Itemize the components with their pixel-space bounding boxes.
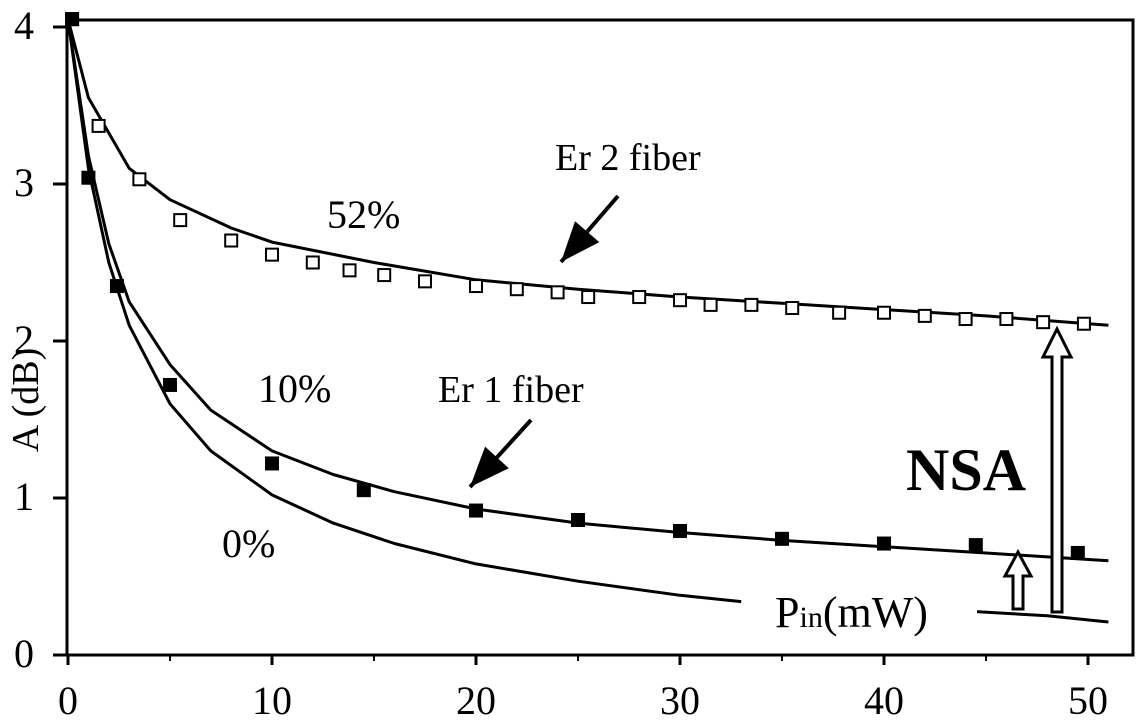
x-tick-label: 50 — [1068, 678, 1108, 723]
x-axis-label-main: P — [775, 588, 799, 637]
data-point-er2 — [377, 268, 392, 283]
xlabel-backing — [752, 588, 977, 638]
data-point-er2 — [550, 285, 565, 300]
data-point-er1 — [877, 536, 891, 551]
data-point-er2 — [632, 290, 647, 305]
curve-label-10: 10% — [258, 366, 331, 411]
data-point-er2 — [877, 305, 891, 320]
data-point-er2 — [785, 301, 800, 316]
data-point-er2 — [958, 312, 973, 327]
data-point-er2 — [173, 213, 188, 228]
data-point-er2 — [744, 297, 759, 312]
y-tick-label: 3 — [14, 160, 34, 205]
y-axis-label: A (dB) — [5, 348, 47, 453]
data-point-er2 — [673, 293, 687, 308]
data-point-er2 — [581, 290, 596, 305]
data-point-er2 — [509, 282, 524, 297]
er2-pointer-arrow-head — [561, 221, 600, 262]
y-tick-label: 2 — [14, 317, 34, 362]
data-point-er1 — [65, 12, 80, 27]
x-axis-label-unit: (mW) — [823, 588, 928, 637]
y-tick-label: 1 — [14, 474, 34, 519]
data-point-er1 — [469, 503, 483, 518]
data-point-er2 — [305, 255, 320, 270]
data-point-er2 — [265, 247, 279, 262]
data-point-er2 — [832, 305, 847, 320]
curve-label-0: 0% — [222, 521, 275, 566]
nsa-arrow-large — [1040, 325, 1074, 614]
model-curve — [965, 609, 1109, 624]
data-point-er2 — [132, 172, 147, 187]
plot-frame — [53, 18, 1135, 665]
x-axis-label: Pin(mW) — [775, 588, 928, 637]
data-point-er1 — [265, 456, 279, 471]
data-point-er2 — [91, 118, 106, 133]
data-point-er1 — [673, 523, 687, 538]
annotation-arrows — [468, 194, 1074, 614]
data-point-er1 — [571, 512, 585, 527]
data-point-er1 — [968, 538, 983, 553]
data-point-er2 — [342, 263, 357, 278]
data-point-er1 — [81, 170, 96, 185]
x-tick-label: 40 — [864, 678, 904, 723]
plot-border — [65, 18, 1135, 657]
model-curve — [66, 18, 1109, 563]
curve-label-52: 52% — [327, 192, 400, 237]
data-point-er1 — [163, 377, 177, 392]
data-point-er2 — [1036, 315, 1051, 330]
y-tick-label: 0 — [14, 631, 34, 676]
x-tick-label: 0 — [58, 678, 78, 723]
data-point-er1 — [356, 483, 371, 498]
data-point-er2 — [999, 312, 1014, 327]
data-point-er2 — [917, 308, 932, 323]
er2-fiber-label: Er 2 fiber — [555, 137, 701, 179]
x-tick-label: 30 — [660, 678, 700, 723]
y-tick-label: 4 — [14, 3, 34, 48]
x-tick-label: 10 — [252, 678, 292, 723]
data-point-er2 — [1076, 316, 1091, 331]
nsa-arrow-small — [1002, 548, 1034, 611]
data-point-er2 — [703, 297, 718, 312]
data-point-er2 — [418, 274, 432, 289]
er1-fiber-label: Er 1 fiber — [438, 369, 584, 411]
data-point-er1 — [775, 531, 789, 546]
data-point-er1 — [109, 279, 124, 294]
data-markers — [65, 12, 1091, 560]
model-curve — [66, 18, 742, 604]
chart-labels: 0 10 20 30 40 50 0 1 2 3 4 A (dB) 52% 10% 0% Er 2 fiber… — [5, 3, 1108, 723]
er1-pointer-arrow-head — [470, 446, 509, 487]
x-tick-label: 20 — [456, 678, 496, 723]
x-axis-label-sub: in — [799, 601, 822, 634]
data-point-er2 — [469, 279, 483, 294]
data-point-er1 — [1070, 545, 1085, 560]
data-point-er2 — [224, 233, 239, 248]
nsa-label: NSA — [906, 437, 1026, 503]
